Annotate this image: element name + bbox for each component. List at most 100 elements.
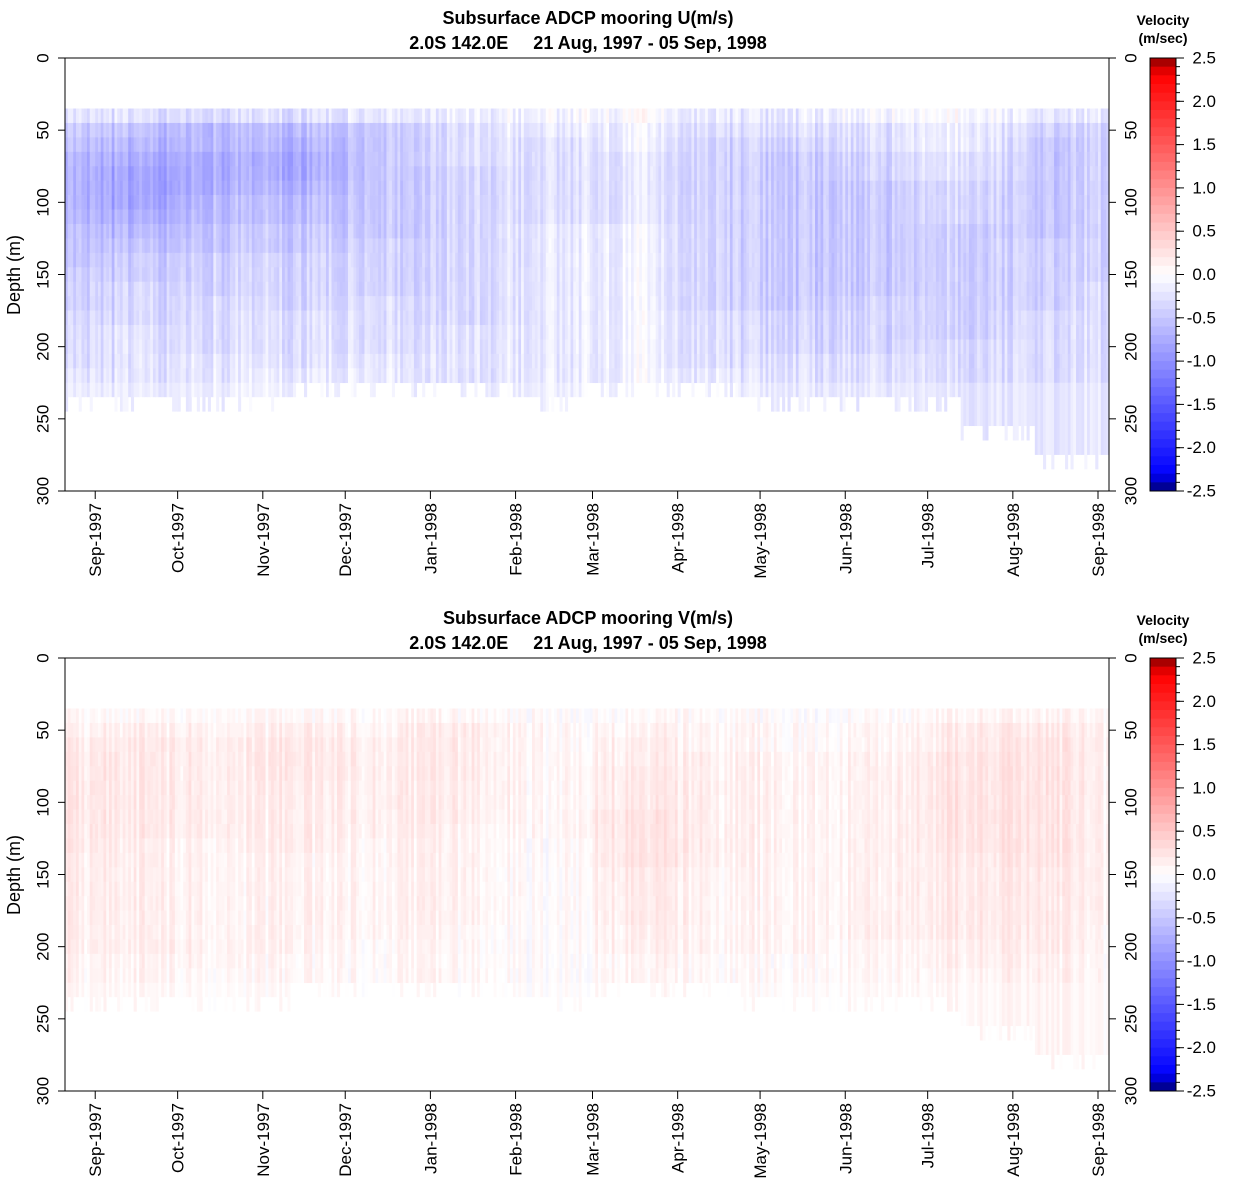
heatmap-cell <box>435 137 439 153</box>
heatmap-cell <box>699 252 703 268</box>
heatmap-cell <box>265 281 269 297</box>
heatmap-cell <box>78 325 82 340</box>
heatmap-cell <box>240 137 244 153</box>
heatmap-cell <box>309 108 313 124</box>
heatmap-cell <box>449 353 453 369</box>
heatmap-cell <box>227 223 231 239</box>
heatmap-cell <box>493 252 497 268</box>
heatmap-cell <box>474 267 478 283</box>
heatmap-cell <box>705 382 709 398</box>
heatmap-cell <box>361 195 365 210</box>
heatmap-cell <box>158 180 162 196</box>
heatmap-cell <box>243 368 247 384</box>
heatmap-cell <box>70 382 74 398</box>
heatmap-cell <box>424 209 429 225</box>
heatmap-cell <box>702 137 706 153</box>
heatmap-cell <box>207 267 211 283</box>
heatmap-cell <box>663 252 668 268</box>
heatmap-cell <box>320 281 324 297</box>
heatmap-cell <box>501 209 505 225</box>
heatmap-cell <box>199 252 203 268</box>
heatmap-cell <box>466 310 470 326</box>
heatmap-cell <box>161 325 165 340</box>
heatmap-cell <box>389 209 393 225</box>
heatmap-cell <box>666 267 670 283</box>
heatmap-cell <box>663 122 668 138</box>
heatmap-cell <box>328 353 332 369</box>
heatmap-cell <box>716 166 720 181</box>
heatmap-cell <box>727 137 731 153</box>
heatmap-cell <box>238 137 242 153</box>
heatmap-cell <box>740 122 744 138</box>
heatmap-cell <box>526 122 530 138</box>
heatmap-cell <box>221 281 225 297</box>
heatmap-cell <box>565 252 569 268</box>
heatmap-cell <box>694 296 698 311</box>
heatmap-cell <box>446 108 450 124</box>
heatmap-cell <box>262 108 266 124</box>
heatmap-cell <box>743 325 747 340</box>
heatmap-cell <box>210 195 214 210</box>
heatmap-cell <box>411 223 415 239</box>
heatmap-cell <box>361 223 365 239</box>
heatmap-cell <box>111 122 115 138</box>
heatmap-cell <box>369 166 374 181</box>
heatmap-cell <box>735 267 739 283</box>
heatmap-cell <box>293 339 297 355</box>
heatmap-cell <box>468 122 472 138</box>
heatmap-cell <box>661 353 665 369</box>
heatmap-cell <box>229 122 233 138</box>
heatmap-cell <box>347 353 352 369</box>
heatmap-cell <box>383 180 387 196</box>
heatmap-cell <box>562 296 566 311</box>
heatmap-cell <box>183 195 187 210</box>
heatmap-cell <box>251 122 255 138</box>
heatmap-cell <box>707 195 711 210</box>
heatmap-cell <box>466 339 470 355</box>
heatmap-cell <box>597 223 602 239</box>
heatmap-cell <box>526 368 530 384</box>
heatmap-cell <box>108 238 113 254</box>
heatmap-cell <box>117 151 121 167</box>
heatmap-cell <box>268 339 272 355</box>
heatmap-cell <box>378 325 382 340</box>
heatmap-cell <box>570 325 574 340</box>
heatmap-cell <box>471 137 475 153</box>
heatmap-cell <box>504 353 508 369</box>
heatmap-cell <box>103 195 107 210</box>
heatmap-cell <box>130 267 135 283</box>
heatmap-cell <box>652 353 657 369</box>
heatmap-cell <box>227 281 231 297</box>
heatmap-cell <box>608 267 613 283</box>
heatmap-cell <box>139 325 143 340</box>
heatmap-cell <box>89 238 93 254</box>
heatmap-cell <box>180 137 184 153</box>
heatmap-cell <box>331 252 335 268</box>
heatmap-cell <box>639 368 643 384</box>
heatmap-cell <box>746 296 750 311</box>
heatmap-cell <box>608 310 613 326</box>
heatmap-cell <box>84 108 88 124</box>
heatmap-cell <box>180 166 184 181</box>
heatmap-cell <box>339 281 343 297</box>
heatmap-cell <box>240 339 244 355</box>
heatmap-cell <box>677 252 681 268</box>
heatmap-cell <box>746 368 750 384</box>
heatmap-cell <box>625 252 629 268</box>
heatmap-cell <box>449 137 453 153</box>
heatmap-cell <box>75 195 80 210</box>
heatmap-cell <box>290 382 294 398</box>
heatmap-cell <box>128 238 132 254</box>
heatmap-cell <box>603 238 607 254</box>
heatmap-cell <box>422 267 426 283</box>
heatmap-cell <box>128 382 132 398</box>
heatmap-cell <box>372 325 376 340</box>
heatmap-cell <box>526 296 530 311</box>
heatmap-cell <box>619 122 624 138</box>
heatmap-cell <box>661 339 665 355</box>
heatmap-cell <box>144 195 148 210</box>
heatmap-cell <box>746 325 750 340</box>
heatmap-cell <box>369 353 374 369</box>
heatmap-cell <box>295 325 299 340</box>
heatmap-cell <box>306 339 310 355</box>
